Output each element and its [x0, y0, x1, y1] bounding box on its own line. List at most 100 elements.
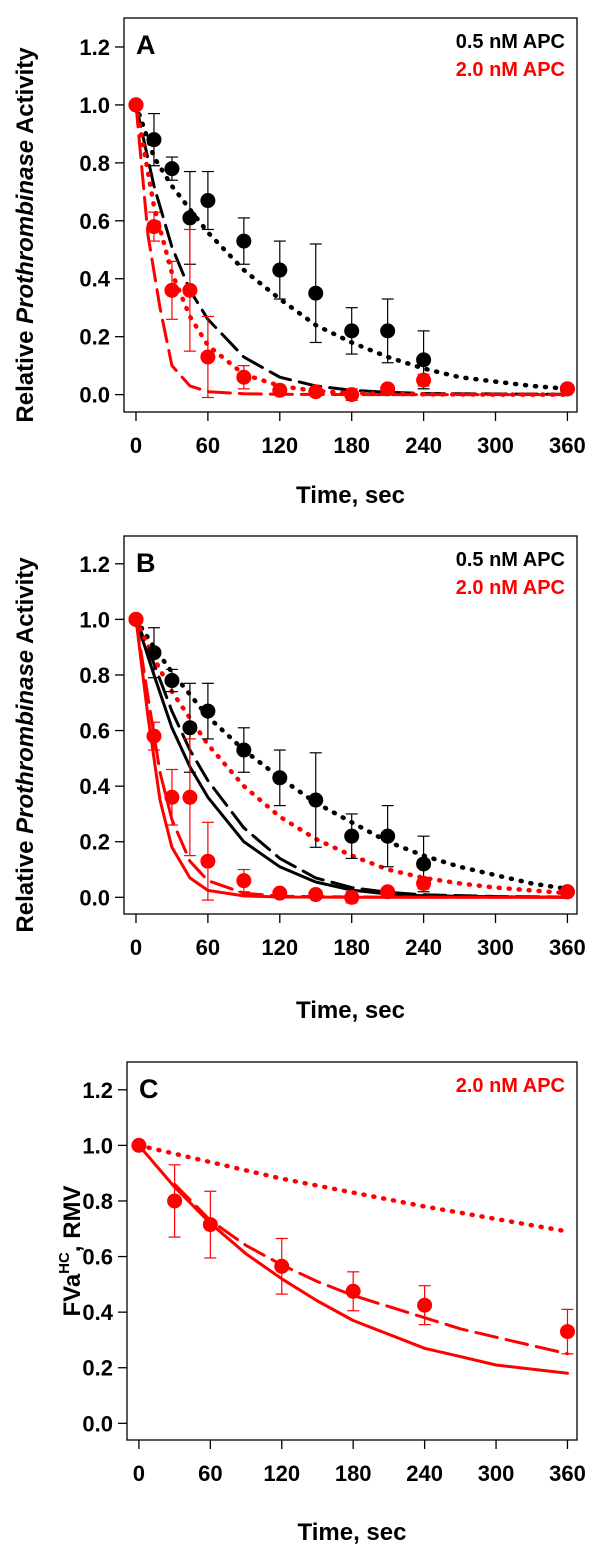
y-axis-title-part: Relative [12, 324, 39, 423]
x-tick-label: 120 [263, 1461, 300, 1486]
y-axis-title-part: Relative [12, 834, 39, 933]
x-tick-label: 60 [196, 433, 220, 458]
data-point [146, 645, 162, 661]
x-tick-label: 360 [549, 433, 586, 458]
data-point [344, 323, 360, 339]
data-point [308, 384, 324, 400]
x-tick-label: 240 [405, 433, 442, 458]
x-axis-title: Time, sec [298, 1519, 407, 1546]
x-tick-label: 240 [406, 1461, 443, 1486]
curve-dotted [133, 102, 570, 392]
data-point [146, 728, 162, 744]
data-point [416, 372, 432, 388]
legend-entry: 2.0 nM APC [456, 59, 565, 81]
data-point [200, 349, 216, 365]
panel-letter: A [136, 30, 156, 60]
y-axis-title: Relative Prothrombinase Activity [12, 557, 39, 933]
y-tick-label: 0.8 [82, 1189, 113, 1214]
curve-dotted [136, 1143, 570, 1234]
x-tick-label: 60 [198, 1461, 222, 1486]
data-point [182, 210, 198, 226]
data-point [559, 381, 575, 397]
legend-entry: 0.5 nM APC [456, 549, 565, 571]
y-tick-label: 0.0 [79, 383, 110, 408]
data-point [559, 884, 575, 900]
panel-letter: B [136, 548, 156, 578]
data-point [236, 369, 252, 385]
y-axis-title-sup: HC [56, 1252, 73, 1274]
x-tick-label: 0 [133, 1461, 145, 1486]
y-axis-title-rest: , RMV [59, 1185, 86, 1252]
x-tick-label: 180 [333, 433, 370, 458]
y-axis-title: Relative Prothrombinase Activity [12, 47, 39, 423]
data-point [344, 828, 360, 844]
chart-panel-b: 0.0 0.2 0.4 0.6 0.8 1.0 1.2 0 60 120 180 240 300 360 T… [12, 535, 586, 1024]
legend-entry: 2.0 nM APC [456, 1075, 565, 1097]
data-point [128, 97, 144, 113]
plot-frame [123, 17, 578, 413]
y-tick-label: 0.4 [82, 1300, 113, 1325]
x-tick-label: 300 [477, 935, 514, 960]
data-point [164, 161, 180, 177]
data-point [417, 1297, 433, 1313]
data-point [416, 856, 432, 872]
data-point [344, 387, 360, 403]
data-point [345, 1283, 361, 1299]
y-tick-label: 0.2 [82, 1356, 113, 1381]
legend-entry: 0.5 nM APC [456, 31, 565, 53]
data-point [272, 770, 288, 786]
x-tick-label: 180 [335, 1461, 372, 1486]
data-point [272, 262, 288, 278]
data-point [380, 828, 396, 844]
x-tick-label: 120 [261, 935, 298, 960]
curve-dashed [173, 1182, 569, 1356]
data-point [272, 885, 288, 901]
data-point [146, 219, 162, 235]
data-point [380, 323, 396, 339]
y-tick-label: 0.0 [79, 885, 110, 910]
data-point [308, 792, 324, 808]
y-axis-title-part: Prothrombinase [12, 650, 39, 834]
panel-letter: C [139, 1074, 159, 1104]
data-point [559, 1324, 575, 1340]
data-point [182, 789, 198, 805]
data-point [272, 382, 288, 398]
data-point [202, 1217, 218, 1233]
x-tick-label: 300 [477, 433, 514, 458]
chart-panel-c: 0.0 0.2 0.4 0.6 0.8 1.0 1.2 0 60 120 180 240 300 360 T… [56, 1061, 586, 1546]
x-tick-label: 0 [130, 433, 142, 458]
data-point [416, 352, 432, 368]
data-point [380, 884, 396, 900]
x-tick-label: 240 [405, 935, 442, 960]
data-point [164, 789, 180, 805]
y-tick-label: 1.2 [82, 1078, 113, 1103]
y-tick-label: 0.8 [79, 663, 110, 688]
curve-solid [137, 1143, 569, 1375]
chart-panel-a: 0.0 0.2 0.4 0.6 0.8 1.0 1.2 0 60 120 180 240 300 360 T… [12, 17, 586, 509]
data-point [131, 1137, 147, 1153]
y-tick-label: 1.0 [79, 93, 110, 118]
y-tick-label: 0.6 [79, 719, 110, 744]
x-axis-title: Time, sec [296, 482, 405, 509]
x-tick-label: 60 [196, 935, 220, 960]
plot-frame [123, 535, 578, 915]
y-tick-label: 0.8 [79, 151, 110, 176]
y-tick-label: 1.0 [82, 1133, 113, 1158]
data-point [308, 887, 324, 903]
y-tick-label: 0.6 [79, 209, 110, 234]
data-point [146, 132, 162, 148]
y-axis-title-main: FVa [59, 1273, 86, 1316]
x-axis-title: Time, sec [296, 997, 405, 1024]
x-tick-label: 360 [549, 935, 586, 960]
y-axis-title: FVaHC, RMV [56, 1185, 86, 1316]
y-tick-label: 1.2 [79, 552, 110, 577]
data-point [236, 873, 252, 889]
x-tick-label: 360 [549, 1461, 586, 1486]
x-tick-label: 180 [333, 935, 370, 960]
y-tick-label: 1.2 [79, 35, 110, 60]
curve-solid [134, 617, 569, 899]
y-tick-label: 0.2 [79, 325, 110, 350]
y-tick-label: 0.2 [79, 830, 110, 855]
data-point [164, 673, 180, 689]
